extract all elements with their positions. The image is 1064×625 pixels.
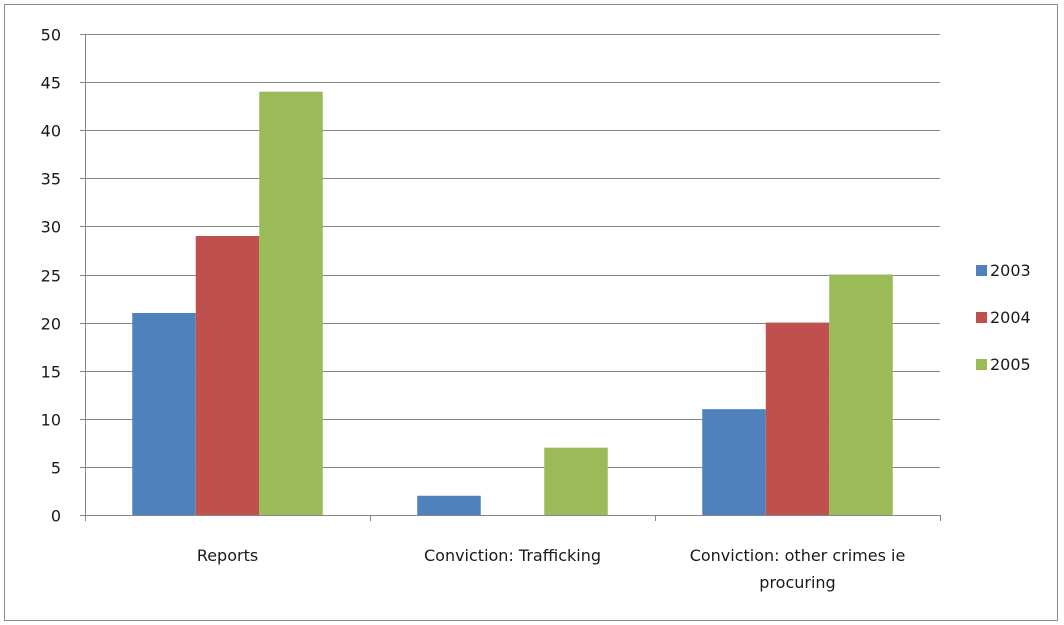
y-tick-label: 25	[41, 267, 61, 286]
y-tick-label: 10	[41, 411, 61, 430]
category-label: Conviction: Trafficking	[424, 546, 601, 565]
legend-label-2004: 2004	[990, 308, 1031, 327]
bar-2003	[702, 409, 766, 515]
y-tick-label: 40	[41, 122, 61, 141]
y-tick-labels: 0 5 10 15 20 25 30 35 40 45 50	[41, 26, 61, 526]
category-labels: Reports Conviction: Trafficking Conviction…	[197, 546, 905, 592]
category-label: procuring	[759, 573, 835, 592]
y-tick-label: 5	[51, 459, 61, 478]
category-label: Conviction: other crimes ie	[690, 546, 906, 565]
legend-swatch-2004	[976, 312, 987, 323]
bars	[132, 91, 893, 515]
bar-2003	[417, 495, 481, 515]
bar-2005	[259, 91, 323, 515]
y-tick-label: 30	[41, 218, 61, 237]
y-tick-label: 15	[41, 363, 61, 382]
bar-2004	[195, 236, 260, 515]
axes	[80, 34, 941, 521]
y-tick-label: 45	[41, 74, 61, 93]
legend-swatch-2003	[976, 265, 987, 276]
bar-2004	[765, 322, 830, 515]
category-label: Reports	[197, 546, 258, 565]
y-tick-label: 35	[41, 170, 61, 189]
y-tick-label: 20	[41, 315, 61, 334]
legend: 2003 2004 2005	[976, 261, 1031, 374]
y-tick-label: 0	[51, 507, 61, 526]
y-tick-label: 50	[41, 26, 61, 45]
bar-2005	[544, 447, 608, 515]
bar-2005	[829, 274, 893, 515]
legend-swatch-2005	[976, 359, 987, 370]
legend-label-2003: 2003	[990, 261, 1031, 280]
bar-2003	[132, 312, 196, 515]
legend-label-2005: 2005	[990, 355, 1031, 374]
